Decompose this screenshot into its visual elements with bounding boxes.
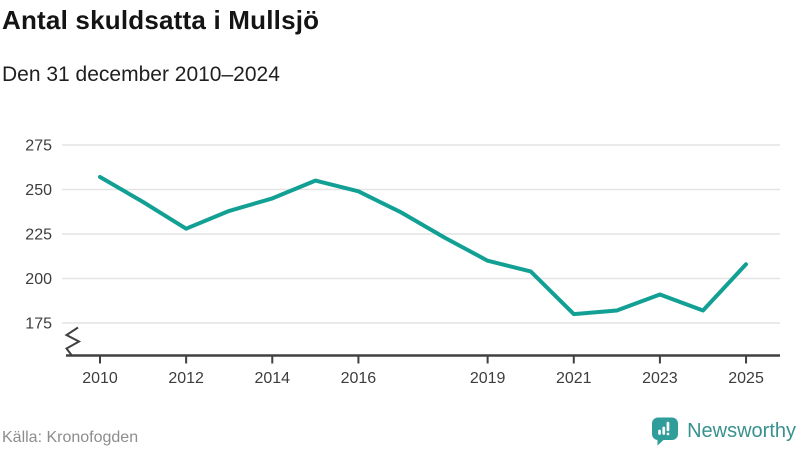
gridlines	[62, 144, 780, 324]
x-tick-label: 2019	[470, 370, 506, 387]
y-tick-label: 225	[25, 227, 52, 244]
source-label: Källa: Kronofogden	[2, 429, 139, 446]
x-tick-label: 2010	[82, 370, 118, 387]
x-axis-labels: 2010 2012 2014 2016 2019 2021 2023 2025	[82, 370, 764, 387]
y-tick-label: 275	[25, 138, 52, 155]
x-tick-label: 2012	[168, 370, 204, 387]
x-tick-label: 2025	[728, 370, 764, 387]
x-tick-label: 2023	[642, 370, 678, 387]
newsworthy-bars-icon	[652, 417, 679, 446]
chart-title: Antal skuldsatta i Mullsjö	[2, 5, 320, 35]
axis-break-icon	[64, 326, 82, 356]
x-tick-label: 2016	[341, 370, 377, 387]
y-tick-label: 250	[25, 182, 52, 199]
data-line	[98, 175, 748, 317]
x-axis-ticks	[99, 356, 748, 364]
y-tick-label: 200	[25, 271, 52, 288]
x-tick-label: 2021	[556, 370, 592, 387]
newsworthy-wordmark: Newsworthy	[687, 420, 796, 442]
x-tick-label: 2014	[254, 370, 290, 387]
chart-subtitle: Den 31 december 2010–2024	[2, 63, 280, 86]
y-axis-labels: 175 200 225 250 275	[25, 138, 52, 333]
newsworthy-logo: Newsworthy	[651, 417, 796, 446]
y-tick-label: 175	[25, 316, 52, 333]
